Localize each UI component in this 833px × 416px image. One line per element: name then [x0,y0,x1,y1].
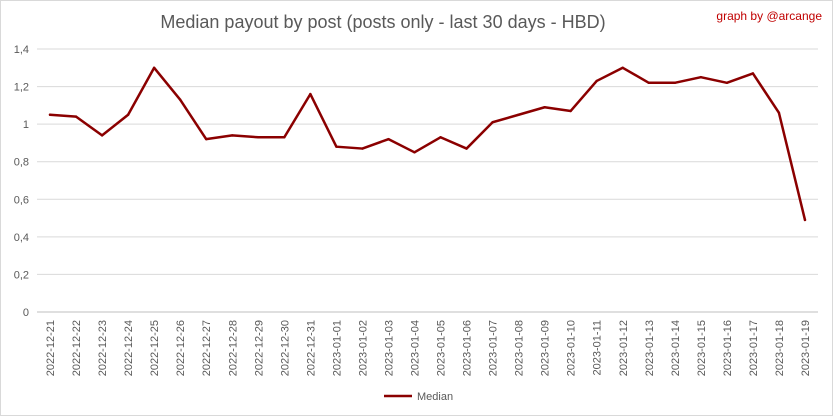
series-line-median [48,66,807,222]
x-tick-label: 2022-12-28 [227,320,239,376]
data-point [100,134,104,137]
data-point [491,121,494,124]
data-point [439,136,442,139]
y-tick-label: 0,6 [14,194,29,206]
data-point [647,81,650,85]
x-tick-label: 2022-12-24 [123,320,135,376]
data-point [335,145,338,148]
y-tick-label: 1 [23,119,29,131]
x-tick-label: 2022-12-25 [149,320,161,376]
x-tick-label: 2022-12-23 [97,320,109,376]
data-point [74,115,78,118]
data-point [205,137,208,141]
data-point [699,75,703,79]
data-point [803,218,807,222]
x-tick-label: 2023-01-13 [644,320,656,376]
x-tick-label: 2022-12-26 [175,320,187,376]
data-point [595,79,598,83]
data-point [178,98,182,101]
chart-title: Median payout by post (posts only - last… [160,12,605,32]
data-point [387,137,390,141]
x-tick-label: 2023-01-07 [488,320,500,376]
data-point [621,66,624,69]
x-tick-label: 2022-12-31 [305,320,317,376]
data-point [152,66,156,69]
x-tick-label: 2023-01-11 [592,320,604,375]
data-point [231,134,234,137]
x-tick-label: 2022-12-29 [253,320,265,376]
legend: Median [384,391,453,403]
y-tick-label: 1,2 [14,82,29,94]
gridlines [37,48,818,313]
x-tick-label: 2023-01-05 [436,320,448,376]
x-tick-label: 2023-01-17 [748,320,760,376]
data-point [543,106,546,109]
y-tick-label: 0,2 [14,269,29,281]
legend-label-median: Median [417,391,453,403]
data-point [569,109,572,113]
x-tick-label: 2023-01-01 [331,320,343,376]
y-tick-label: 0,4 [14,232,29,244]
data-point [413,151,416,154]
x-tick-label: 2023-01-12 [618,320,630,376]
x-tick-label: 2023-01-10 [566,320,578,376]
x-tick-label: 2023-01-09 [540,320,552,376]
x-tick-label: 2023-01-14 [670,320,682,376]
data-point [673,81,677,85]
data-point [725,81,729,85]
x-tick-label: 2022-12-21 [45,320,57,376]
x-tick-label: 2023-01-19 [800,320,812,376]
data-point [48,113,52,116]
x-tick-label: 2023-01-03 [383,320,395,376]
x-tick-label: 2023-01-02 [357,320,369,376]
x-tick-label: 2022-12-22 [71,320,83,376]
x-tick-label: 2023-01-16 [722,320,734,376]
x-tick-label: 2023-01-08 [514,320,526,376]
x-tick-label: 2022-12-30 [279,320,291,376]
data-point [777,111,781,115]
data-point [257,136,260,139]
data-point [126,113,130,116]
data-point [517,113,520,116]
x-tick-label: 2023-01-18 [774,320,786,376]
y-tick-label: 1,4 [14,44,29,56]
chart-credit: graph by @arcange [716,9,822,23]
x-tick-label: 2023-01-06 [462,320,474,376]
series-lines [48,66,807,222]
y-axis-ticks: 0 0,2 0,4 0,6 0,8 1 1,2 1,4 [14,44,29,319]
data-point [309,92,312,96]
x-tick-label: 2023-01-15 [696,320,708,376]
data-point [465,147,468,150]
x-tick-label: 2022-12-27 [201,320,213,376]
y-tick-label: 0,8 [14,157,29,169]
x-axis-ticks: 2022-12-21 2022-12-22 2022-12-23 2022-12-24… [45,320,812,376]
data-point [361,147,364,150]
y-tick-label: 0 [23,307,29,319]
data-point [283,136,286,139]
data-point [751,72,755,75]
x-tick-label: 2023-01-04 [409,320,421,376]
